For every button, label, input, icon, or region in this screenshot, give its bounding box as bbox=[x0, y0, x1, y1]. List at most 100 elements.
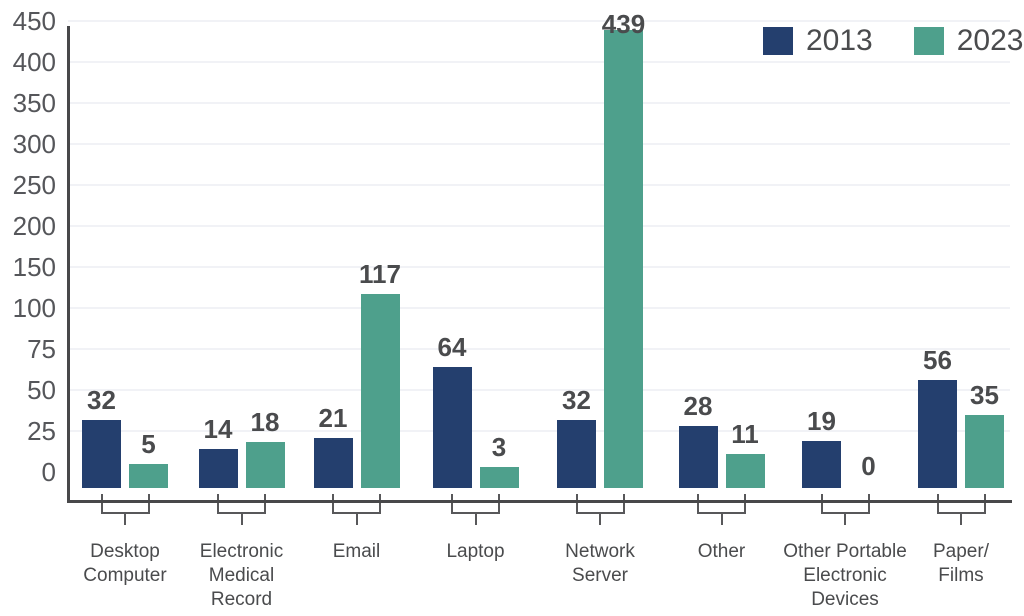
bracket-bar bbox=[698, 512, 745, 514]
y-tick-label: 150 bbox=[12, 252, 56, 282]
bracket-tick bbox=[983, 494, 986, 514]
grid-line bbox=[68, 143, 1010, 145]
category-label: Electronic Medical Record bbox=[152, 540, 332, 612]
grid-line bbox=[68, 266, 1010, 268]
bracket-tick bbox=[100, 494, 103, 514]
category-label-line: Record bbox=[210, 589, 273, 610]
bracket-bar bbox=[576, 512, 624, 514]
legend-label-2013: 2013 bbox=[806, 24, 873, 57]
y-tick-label: 200 bbox=[12, 211, 56, 241]
grid-line bbox=[68, 307, 1010, 309]
grid-line bbox=[68, 20, 1010, 22]
grid-line bbox=[68, 184, 1010, 186]
category-label-line: Medical bbox=[208, 565, 275, 586]
bracket-tick bbox=[622, 494, 625, 514]
y-tick-label: 250 bbox=[12, 170, 56, 200]
grid-line bbox=[68, 61, 1010, 63]
category-label-line: Network bbox=[565, 541, 635, 562]
bar-2023 bbox=[129, 463, 168, 488]
bracket-stem bbox=[844, 514, 846, 525]
category-label: Other Portable Electronic Devices bbox=[755, 540, 935, 612]
bracket-stem bbox=[599, 514, 601, 525]
category-label: Desktop Computer bbox=[35, 540, 215, 588]
category-label: Paper/Films bbox=[871, 540, 1024, 588]
bracket-bar bbox=[101, 512, 149, 514]
y-tick-label: 350 bbox=[12, 88, 56, 118]
bracket-tick bbox=[217, 494, 219, 514]
legend-label-2023: 2023 bbox=[956, 24, 1024, 57]
bar-value-label: 14 bbox=[203, 414, 233, 445]
y-tick-label: 300 bbox=[12, 129, 56, 159]
bar-value-label: 11 bbox=[731, 418, 759, 449]
bar-2013 bbox=[82, 419, 121, 488]
bar-2023 bbox=[965, 414, 1004, 488]
bar-value-label: 18 bbox=[250, 407, 280, 438]
grid-line bbox=[68, 430, 1010, 432]
bar-2013 bbox=[432, 367, 472, 488]
bar-2023 bbox=[360, 294, 400, 488]
bar-value-label: 56 bbox=[923, 345, 952, 376]
bracket-tick bbox=[697, 494, 699, 514]
bracket-tick bbox=[379, 494, 381, 514]
category-label: Network Server bbox=[510, 540, 690, 588]
bar-value-label: 5 bbox=[141, 428, 156, 459]
bracket-stem bbox=[124, 514, 126, 525]
bar-value-label: 439 bbox=[601, 9, 646, 39]
bar-2023 bbox=[604, 30, 643, 488]
y-tick-label: 400 bbox=[12, 47, 56, 77]
bar-2013 bbox=[198, 449, 238, 488]
bracket-tick bbox=[867, 494, 870, 514]
bracket-tick bbox=[744, 494, 746, 514]
legend-item-2013: 2013 bbox=[763, 24, 873, 58]
category-label-line: Paper/ bbox=[933, 541, 989, 562]
bar-2013 bbox=[678, 426, 718, 488]
grid-line bbox=[68, 389, 1010, 391]
bar-2013 bbox=[313, 437, 353, 488]
y-tick-label: 100 bbox=[12, 293, 56, 323]
bracket-bar bbox=[452, 512, 499, 514]
bar-2013 bbox=[802, 440, 841, 488]
grid-line bbox=[68, 225, 1010, 227]
bar-value-label: 3 bbox=[491, 432, 507, 463]
category-label: Email bbox=[267, 540, 447, 564]
category-label-line: Computer bbox=[83, 565, 167, 586]
bar-value-label: 117 bbox=[359, 259, 401, 290]
bar-2023 bbox=[245, 442, 285, 488]
bracket-tick bbox=[936, 494, 939, 514]
bracket-tick bbox=[498, 494, 500, 514]
bracket-stem bbox=[355, 514, 358, 525]
bar-2023 bbox=[725, 453, 765, 488]
y-tick-label: 50 bbox=[27, 375, 56, 405]
bar-2013 bbox=[557, 419, 596, 488]
y-axis-line bbox=[67, 26, 70, 502]
bar-2013 bbox=[918, 380, 957, 488]
bracket-stem bbox=[960, 514, 962, 525]
bracket-tick bbox=[575, 494, 578, 514]
legend-item-2023: 2023 bbox=[913, 24, 1024, 58]
bar-value-label: 21 bbox=[318, 402, 348, 433]
category-label-line: Other bbox=[697, 541, 746, 562]
bracket-tick bbox=[820, 494, 823, 514]
bar-value-label: 64 bbox=[437, 332, 467, 363]
category-label-line: Electronic bbox=[199, 541, 284, 562]
y-tick-label: 75 bbox=[27, 334, 56, 364]
category-label-line: Laptop bbox=[446, 541, 505, 562]
bracket-stem bbox=[474, 514, 477, 525]
bracket-bar bbox=[333, 512, 380, 514]
bar-value-label: 32 bbox=[87, 384, 116, 415]
bar-2023 bbox=[479, 467, 519, 488]
bar-value-label: 19 bbox=[807, 405, 836, 436]
x-axis-line bbox=[67, 500, 1012, 503]
bracket-bar bbox=[937, 512, 985, 514]
grid-line bbox=[68, 348, 1010, 350]
category-label-line: Desktop bbox=[90, 541, 160, 562]
category-label-line: Films bbox=[938, 565, 984, 586]
legend-swatch-2023-icon bbox=[913, 27, 944, 55]
bar-value-label: 35 bbox=[970, 379, 999, 410]
category-label-line: Devices bbox=[811, 589, 879, 610]
bracket-bar bbox=[218, 512, 265, 514]
bracket-tick bbox=[451, 494, 453, 514]
legend: 2013 2023 bbox=[763, 24, 1024, 58]
bar-value-label: 32 bbox=[562, 384, 591, 415]
